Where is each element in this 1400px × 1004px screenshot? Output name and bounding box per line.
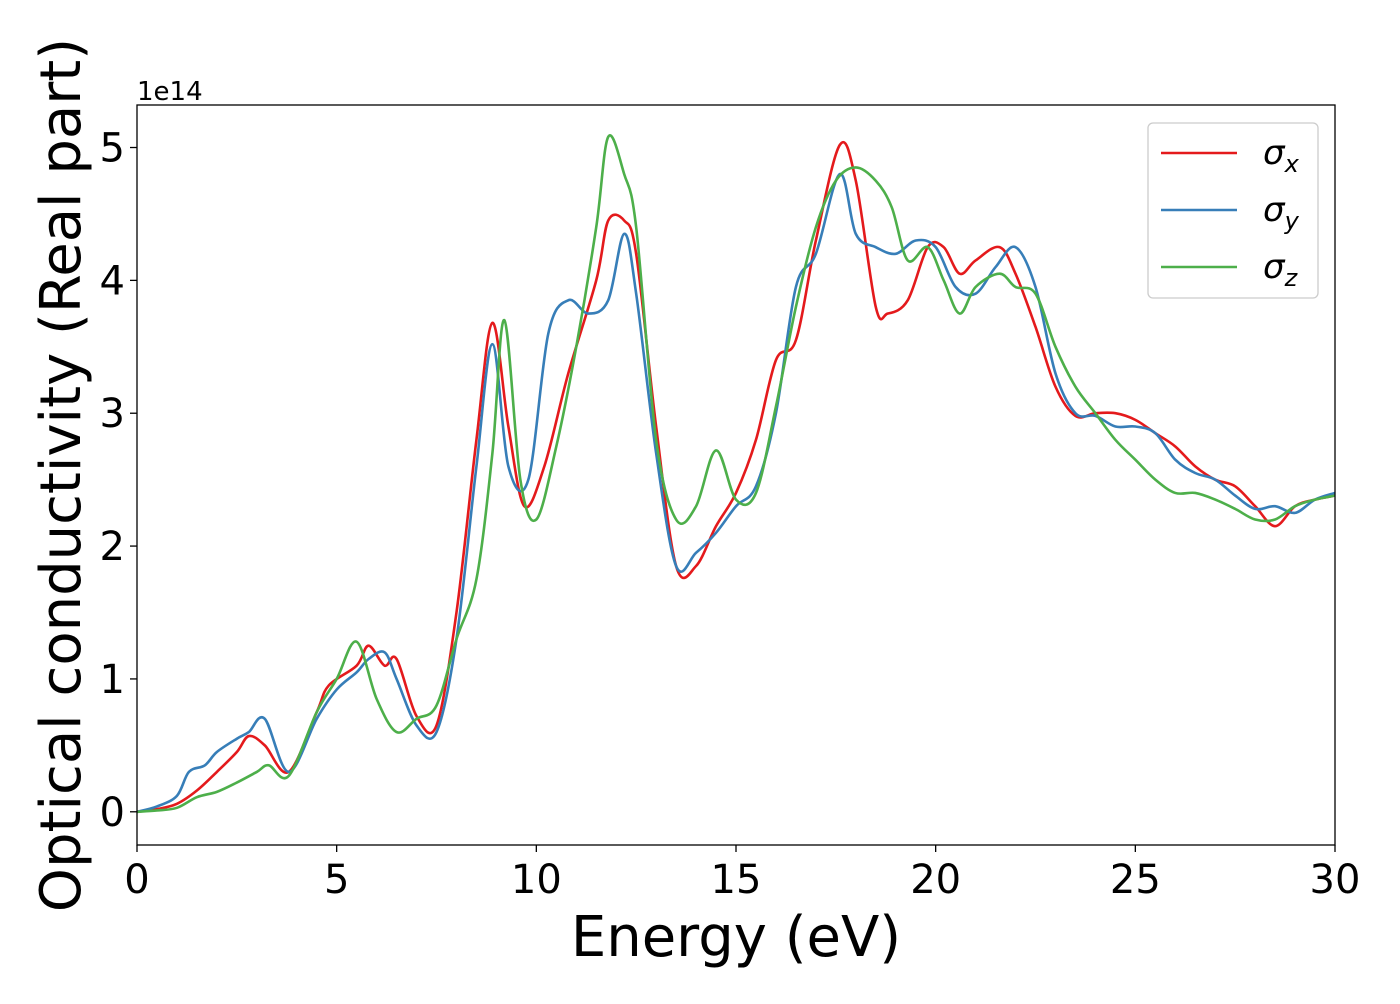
y-offset-label: 1e14 <box>137 77 203 107</box>
legend-symbol: σ <box>1263 190 1286 230</box>
series-line-z <box>137 134 1335 814</box>
x-tick-label: 0 <box>124 857 149 903</box>
x-tick-label: 30 <box>1310 857 1361 903</box>
legend-label-z: σz <box>1263 247 1299 292</box>
legend-subscript: x <box>1284 150 1300 178</box>
series-layer <box>137 134 1335 814</box>
x-tick-label: 20 <box>910 857 961 903</box>
legend-label-y: σy <box>1263 190 1300 235</box>
x-tick-label: 25 <box>1110 857 1161 903</box>
y-tick-label: 0 <box>100 790 125 836</box>
legend-symbol: σ <box>1263 247 1286 287</box>
y-axis-ticks: 0 1 2 3 4 5 <box>100 126 137 836</box>
legend-label-x: σx <box>1263 133 1300 178</box>
legend-subscript: y <box>1284 207 1300 235</box>
y-tick-label: 3 <box>100 391 125 437</box>
series-line-x <box>137 141 1335 814</box>
y-tick-label: 2 <box>100 524 125 570</box>
y-axis-label: Optical conductivity (Real part) <box>29 38 94 912</box>
x-axis-label: Energy (eV) <box>571 905 901 970</box>
y-tick-label: 1 <box>100 657 125 703</box>
x-tick-label: 5 <box>324 857 349 903</box>
legend-subscript: z <box>1284 264 1299 292</box>
y-tick-label: 5 <box>100 126 125 172</box>
y-tick-label: 4 <box>100 258 125 304</box>
x-axis-ticks: 0 5 10 15 20 25 30 <box>124 845 1360 903</box>
x-tick-label: 10 <box>511 857 562 903</box>
x-tick-label: 15 <box>711 857 762 903</box>
legend-symbol: σ <box>1263 133 1286 173</box>
series-line-y <box>137 172 1335 814</box>
